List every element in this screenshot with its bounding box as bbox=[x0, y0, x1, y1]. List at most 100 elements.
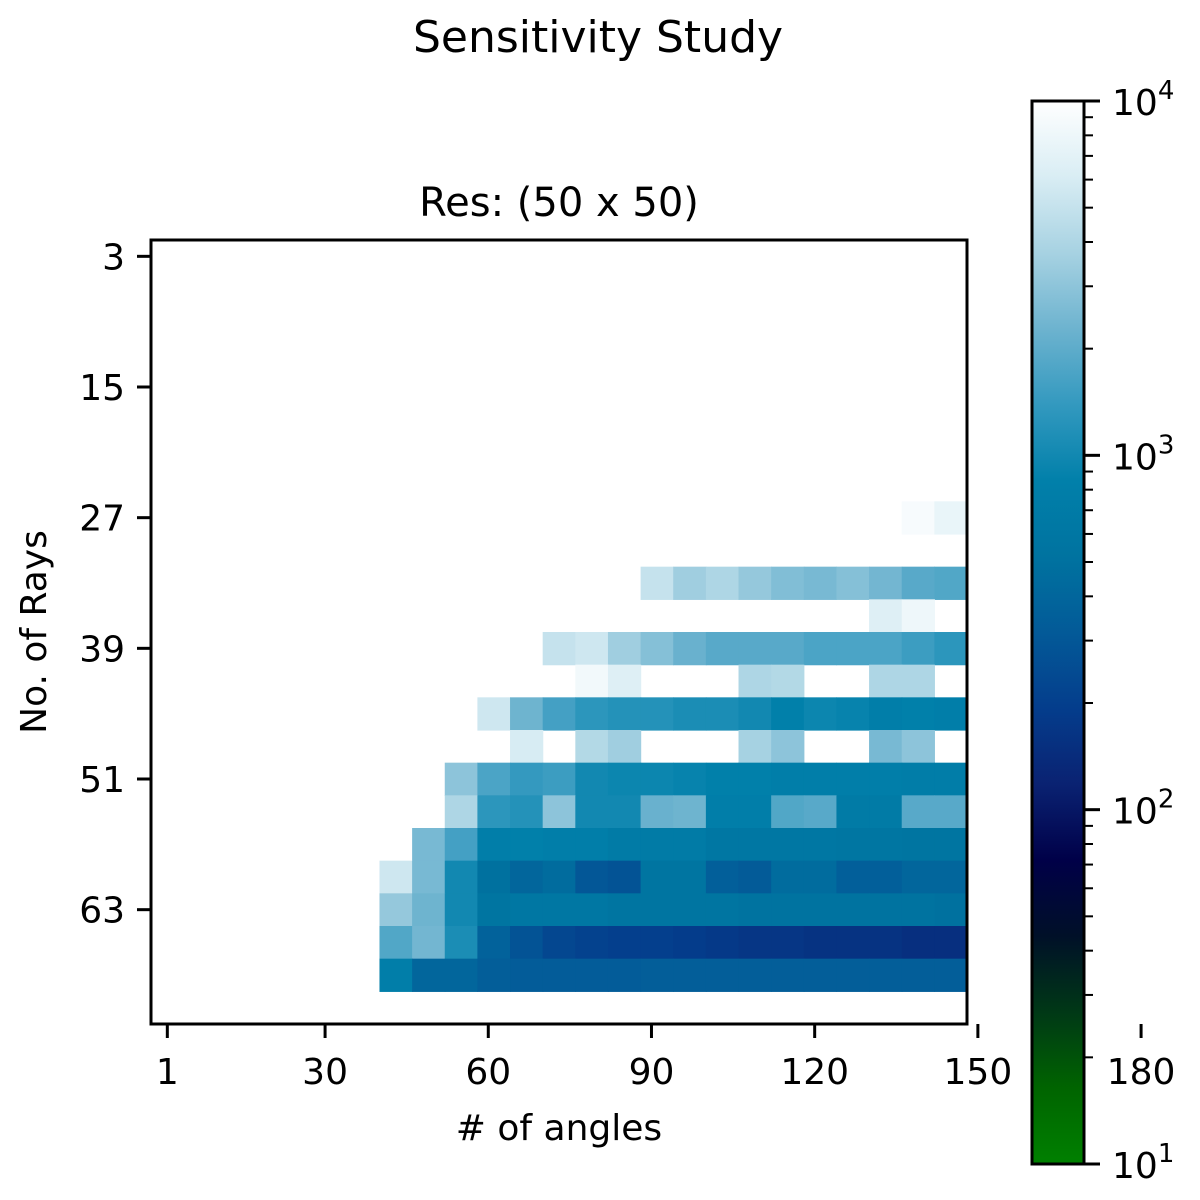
heatmap-cell bbox=[934, 828, 968, 862]
heatmap-cell bbox=[640, 893, 674, 927]
heatmap-cell bbox=[510, 926, 544, 960]
heatmap-cell bbox=[901, 664, 935, 698]
heatmap-cell bbox=[738, 860, 772, 894]
heatmap-cell bbox=[803, 762, 838, 796]
heatmap-cell bbox=[803, 893, 838, 927]
heatmap-cell bbox=[738, 664, 772, 698]
heatmap-cell bbox=[869, 632, 903, 666]
heatmap-cell bbox=[477, 860, 511, 894]
colorbar-frame bbox=[1030, 99, 1086, 1166]
heatmap-cell bbox=[640, 566, 674, 600]
y-tick-label: 3 bbox=[102, 237, 125, 278]
heatmap-cell bbox=[738, 926, 772, 960]
heatmap-cell bbox=[607, 795, 642, 829]
y-tick-label: 39 bbox=[79, 629, 125, 670]
heatmap-cell bbox=[901, 860, 935, 894]
heatmap-cell bbox=[510, 958, 544, 992]
heatmap-cell bbox=[901, 501, 935, 535]
heatmap-cell bbox=[901, 926, 935, 960]
heatmap-cell bbox=[640, 795, 674, 829]
colorbar-tick-label: 103 bbox=[1112, 430, 1174, 478]
heatmap-cell bbox=[607, 828, 642, 862]
heatmap-cell bbox=[379, 893, 413, 927]
heatmap-cell bbox=[510, 730, 544, 764]
heatmap-cell bbox=[901, 958, 935, 992]
heatmap-cell bbox=[444, 926, 478, 960]
heatmap-cell bbox=[869, 828, 903, 862]
heatmap-cell bbox=[640, 762, 674, 796]
heatmap-cell bbox=[869, 566, 903, 600]
heatmap-cell bbox=[673, 566, 707, 600]
heatmap-cell bbox=[673, 926, 707, 960]
heatmap-cell bbox=[901, 697, 935, 731]
heatmap-cell bbox=[575, 664, 609, 698]
heatmap-cell bbox=[836, 697, 870, 731]
heatmap-cell bbox=[771, 860, 805, 894]
colorbar-ticks: 101 102 103 104 bbox=[1084, 76, 1174, 1187]
plot-title: Res: (50 x 50) bbox=[419, 180, 699, 226]
heatmap-cell bbox=[673, 860, 707, 894]
heatmap-cell bbox=[869, 697, 903, 731]
heatmap-cell bbox=[771, 893, 805, 927]
heatmap-cell bbox=[510, 893, 544, 927]
heatmap-cell bbox=[412, 860, 446, 894]
heatmap-cell bbox=[444, 795, 478, 829]
x-tick-label: 90 bbox=[629, 1052, 675, 1093]
heatmap-cell bbox=[836, 632, 870, 666]
x-axis-ticks: 1 30 60 90 120 150 180 bbox=[156, 1024, 1175, 1093]
y-tick-label: 63 bbox=[79, 891, 125, 932]
heatmap-cell bbox=[510, 795, 544, 829]
heatmap-cell bbox=[510, 762, 544, 796]
heatmap-cell bbox=[477, 795, 511, 829]
heatmap-cell bbox=[575, 926, 609, 960]
heatmap-cell bbox=[477, 697, 511, 731]
heatmap-cell bbox=[575, 730, 609, 764]
heatmap-cell bbox=[803, 926, 838, 960]
heatmap-cell bbox=[575, 697, 609, 731]
heatmap-cell bbox=[379, 926, 413, 960]
heatmap-cell bbox=[934, 926, 968, 960]
heatmap-cell bbox=[673, 893, 707, 927]
heatmap-cell bbox=[542, 697, 576, 731]
heatmap-cell bbox=[771, 697, 805, 731]
heatmap-cell bbox=[444, 958, 478, 992]
heatmap-cell bbox=[901, 632, 935, 666]
x-tick-label: 30 bbox=[302, 1052, 348, 1093]
heatmap-cell bbox=[738, 762, 772, 796]
heatmap-cell bbox=[738, 958, 772, 992]
heatmap-cell bbox=[705, 632, 740, 666]
heatmap-cell bbox=[934, 893, 968, 927]
heatmap-cell bbox=[738, 893, 772, 927]
heatmap-cell bbox=[934, 566, 968, 600]
heatmap-cell bbox=[771, 926, 805, 960]
y-tick-label: 27 bbox=[79, 499, 125, 540]
heatmap-cell bbox=[444, 860, 478, 894]
heatmap-cell bbox=[607, 697, 642, 731]
heatmap-cell bbox=[836, 958, 870, 992]
heatmap-cell bbox=[673, 632, 707, 666]
heatmap-cell bbox=[836, 860, 870, 894]
heatmap-cell bbox=[869, 860, 903, 894]
heatmap-cell bbox=[901, 730, 935, 764]
heatmap-cell bbox=[934, 860, 968, 894]
y-axis-ticks: 3 15 27 39 51 63 bbox=[79, 237, 151, 932]
heatmap-cell bbox=[869, 893, 903, 927]
heatmap-cell bbox=[869, 599, 903, 633]
heatmap-cell bbox=[836, 926, 870, 960]
colorbar-tick-label: 101 bbox=[1112, 1139, 1174, 1187]
heatmap-cell bbox=[575, 893, 609, 927]
heatmap-cell bbox=[412, 828, 446, 862]
heatmap-cell bbox=[771, 730, 805, 764]
heatmap-cell bbox=[412, 893, 446, 927]
heatmap-cell bbox=[575, 762, 609, 796]
y-tick-label: 51 bbox=[79, 760, 125, 801]
heatmap-cell bbox=[934, 697, 968, 731]
heatmap-cell bbox=[673, 828, 707, 862]
heatmap-cell bbox=[673, 795, 707, 829]
heatmap-cell bbox=[705, 566, 740, 600]
heatmap-cell bbox=[705, 958, 740, 992]
heatmap-cell bbox=[542, 958, 576, 992]
y-tick-label: 15 bbox=[79, 368, 125, 409]
heatmap-cell bbox=[477, 926, 511, 960]
heatmap-cell bbox=[705, 926, 740, 960]
